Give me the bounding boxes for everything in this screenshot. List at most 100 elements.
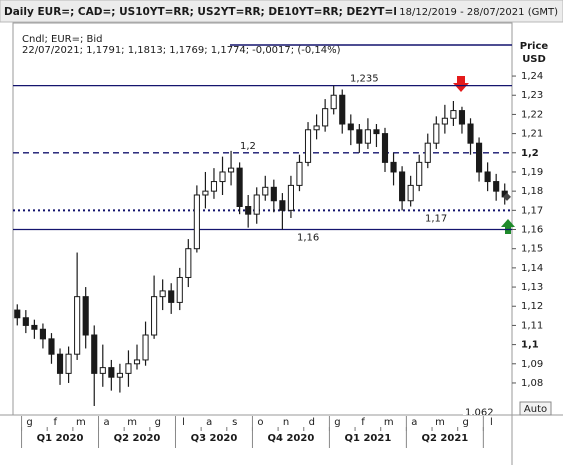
candle-body bbox=[313, 125, 320, 131]
y-tick-label: 1,23 bbox=[521, 90, 543, 101]
y-tick-label: 1,15 bbox=[521, 244, 543, 255]
quarter-label: Q4 2020 bbox=[268, 433, 315, 444]
candle-body bbox=[151, 296, 158, 336]
x-month-label: f bbox=[361, 417, 365, 428]
candle-body bbox=[185, 248, 192, 278]
candle-body bbox=[458, 110, 466, 125]
candle-body bbox=[467, 123, 474, 144]
down-arrow bbox=[453, 76, 469, 92]
candle-body bbox=[304, 129, 312, 163]
candle-body bbox=[74, 296, 81, 355]
candle-body bbox=[296, 161, 303, 186]
x-month-label: a bbox=[103, 417, 109, 428]
plot-layer: 1,235 1,2 1,17 1,16 1,062 bbox=[13, 72, 512, 418]
y-tick-label: 1,11 bbox=[521, 320, 543, 331]
x-month-label: m bbox=[76, 417, 86, 428]
candle-body bbox=[133, 359, 141, 365]
legend-box bbox=[18, 31, 230, 55]
candle-body bbox=[48, 338, 55, 355]
level-label: 1,16 bbox=[297, 233, 319, 244]
candle-body bbox=[330, 94, 337, 110]
y-tick-label: 1,08 bbox=[521, 378, 543, 389]
x-month-label: o bbox=[257, 417, 263, 428]
candle-body bbox=[253, 194, 260, 215]
candle-body bbox=[476, 142, 483, 173]
candle-body bbox=[22, 317, 29, 326]
candle-body bbox=[339, 94, 346, 125]
y-tick-label: 1,18 bbox=[521, 186, 543, 197]
x-month-label: m bbox=[435, 417, 445, 428]
up-arrow bbox=[501, 219, 515, 234]
candle-body bbox=[116, 372, 123, 378]
candle-body bbox=[125, 363, 132, 374]
x-month-label: m bbox=[384, 417, 394, 428]
candle-body bbox=[364, 129, 371, 144]
candle-body bbox=[399, 171, 406, 202]
x-month-label: g bbox=[334, 417, 340, 428]
candle-body bbox=[202, 190, 209, 196]
candle-body bbox=[82, 296, 89, 336]
chart-title: Daily EUR=; CAD=; US10YT=RR; US2YT=RR; D… bbox=[4, 6, 426, 18]
candle-body bbox=[407, 184, 414, 202]
title-range-bg bbox=[396, 1, 562, 21]
candle-body bbox=[347, 123, 354, 131]
candle-body bbox=[65, 353, 72, 374]
candle-body bbox=[176, 276, 183, 303]
candle-body bbox=[270, 186, 277, 202]
y-tick-label: 1,16 bbox=[521, 225, 543, 236]
x-month-label: a bbox=[206, 417, 212, 428]
y-tick-label: 1,09 bbox=[521, 359, 543, 370]
x-month-label: d bbox=[309, 417, 315, 428]
candle-body bbox=[193, 194, 200, 250]
level-label-bg bbox=[463, 406, 493, 415]
candle-body bbox=[39, 328, 46, 340]
y-tick-label: 1,17 bbox=[521, 205, 543, 216]
legend-change: -0,0017; (-0,14%) bbox=[252, 45, 340, 56]
y-tick-label: 1,24 bbox=[521, 71, 543, 82]
candle-body bbox=[91, 334, 98, 374]
y-axis-unit: USD bbox=[522, 54, 546, 65]
x-month-label: s bbox=[232, 417, 237, 428]
level-label-bg bbox=[238, 139, 268, 152]
quarter-label: Q2 2021 bbox=[421, 433, 468, 444]
candle-body bbox=[390, 161, 397, 173]
x-month-label: g bbox=[463, 417, 469, 428]
x-month-label: f bbox=[53, 417, 57, 428]
candle-body bbox=[450, 110, 457, 119]
candle-body bbox=[424, 142, 431, 163]
candle-body bbox=[210, 181, 218, 192]
last-price-marker bbox=[503, 192, 511, 201]
candle-body bbox=[493, 181, 500, 192]
date-range: 18/12/2019 - 28/07/2021 (GMT) bbox=[399, 7, 558, 18]
x-month-label: g bbox=[155, 417, 161, 428]
y-tick-label: 1,14 bbox=[521, 263, 543, 274]
y-tick-label: 1,2 bbox=[521, 148, 539, 159]
candle-body bbox=[373, 129, 380, 135]
candle-body bbox=[356, 129, 363, 144]
candle-body bbox=[381, 133, 389, 163]
level-label: 1,062 bbox=[465, 407, 494, 418]
candle-body bbox=[14, 309, 21, 319]
candle-body bbox=[228, 167, 235, 173]
candle-body bbox=[108, 367, 115, 378]
candle-body bbox=[56, 353, 64, 374]
level-label: 1,235 bbox=[350, 74, 379, 85]
candle-body bbox=[236, 167, 243, 207]
x-month-label: a bbox=[411, 417, 417, 428]
quarter-label: Q2 2020 bbox=[114, 433, 161, 444]
auto-button[interactable] bbox=[519, 401, 552, 416]
y-axis-title: Price bbox=[520, 41, 549, 52]
x-month-label: m bbox=[127, 417, 137, 428]
level-label: 1,17 bbox=[425, 213, 447, 224]
candle-body bbox=[433, 123, 440, 144]
y-tick-label: 1,1 bbox=[521, 340, 539, 351]
candle-body bbox=[416, 161, 423, 186]
legend-ohlc: 22/07/2021; 1,1791; 1,1813; 1,1769; 1,17… bbox=[22, 45, 249, 56]
level-label-bg bbox=[295, 231, 325, 244]
y-tick-label: 1,12 bbox=[521, 301, 543, 312]
auto-button-label[interactable]: Auto bbox=[524, 404, 547, 415]
y-tick-label: 1,13 bbox=[521, 282, 543, 293]
candle-body bbox=[484, 171, 491, 183]
x-month-label: g bbox=[26, 417, 32, 428]
candle-body bbox=[219, 171, 226, 183]
